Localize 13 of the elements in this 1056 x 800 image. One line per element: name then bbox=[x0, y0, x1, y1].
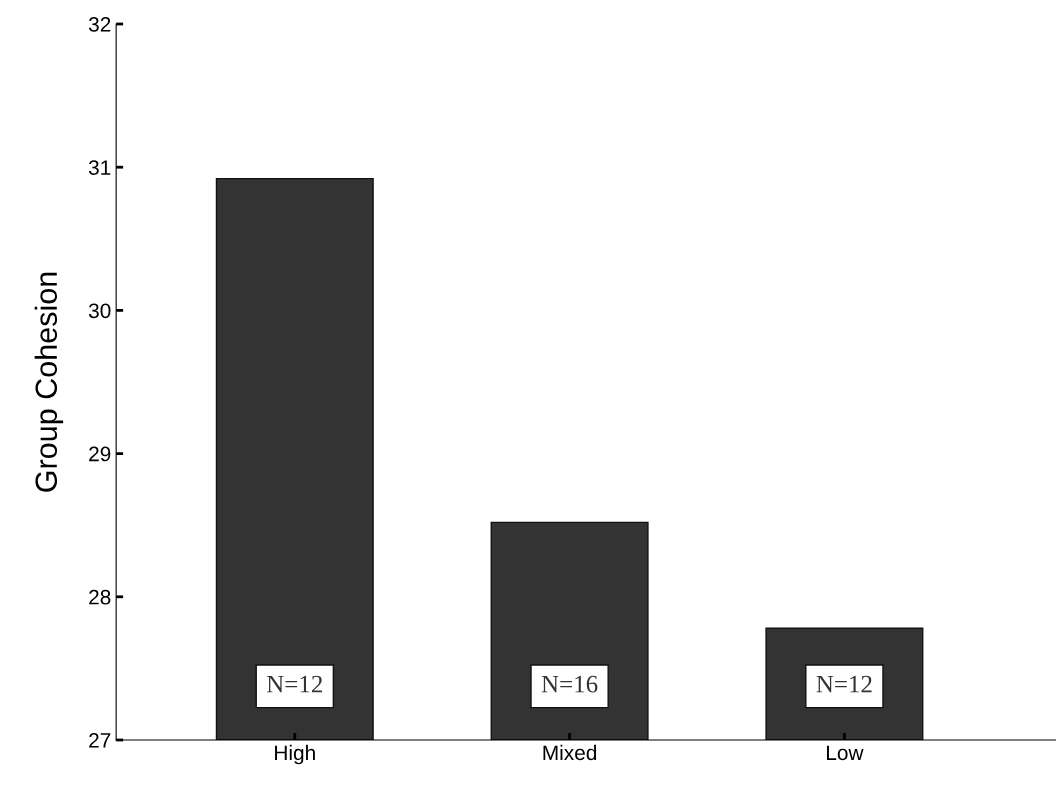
y-tick-label: 29 bbox=[89, 446, 111, 462]
y-tick-label: 32 bbox=[88, 17, 111, 32]
y-axis-title: Group Cohesion bbox=[34, 272, 64, 492]
y-tick-label: 31 bbox=[88, 160, 111, 175]
y-tick-label: 27 bbox=[89, 733, 111, 748]
x-tick-label: Mixed bbox=[543, 744, 597, 761]
annotation: N=16 bbox=[541, 675, 598, 693]
x-tick-label: Low bbox=[827, 745, 864, 761]
y-tick-label: 28 bbox=[89, 589, 111, 605]
annotation: N=12 bbox=[266, 675, 322, 693]
annotation: N=12 bbox=[816, 675, 872, 693]
x-tick-label: High bbox=[275, 744, 315, 765]
y-tick-label: 30 bbox=[88, 303, 111, 319]
